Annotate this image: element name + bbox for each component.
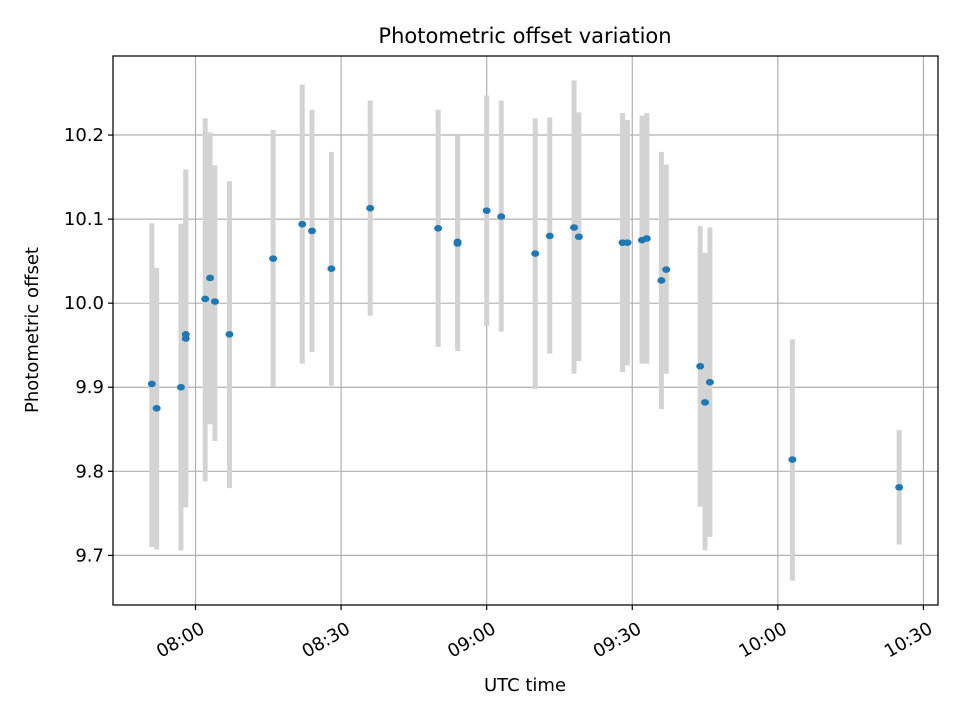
- data-point: [701, 399, 710, 406]
- data-point: [206, 274, 215, 282]
- y-tick-label: 9.7: [75, 545, 104, 566]
- data-point: [327, 265, 336, 273]
- y-tick-label: 10.1: [64, 209, 104, 230]
- data-point: [657, 277, 666, 284]
- data-point: [181, 330, 190, 338]
- data-point: [201, 295, 210, 303]
- data-point: [434, 225, 443, 232]
- data-point: [497, 213, 506, 220]
- data-point: [623, 239, 632, 246]
- data-point: [482, 207, 491, 214]
- data-point: [147, 380, 156, 388]
- y-axis-label: Photometric offset: [22, 247, 43, 413]
- point-layer: [147, 204, 904, 491]
- data-point: [705, 378, 714, 386]
- y-tick-label: 9.8: [75, 461, 104, 482]
- data-point: [545, 232, 554, 240]
- grid-layer: [113, 56, 938, 605]
- x-tick-label: 10:00: [735, 618, 790, 662]
- data-point: [269, 255, 278, 262]
- y-tick-label: 9.9: [75, 377, 104, 398]
- data-point: [176, 383, 185, 391]
- data-point: [152, 404, 161, 412]
- x-tick-label: 10:30: [881, 618, 936, 662]
- x-axis-label: UTC time: [484, 675, 566, 696]
- data-point: [307, 227, 316, 235]
- data-point: [696, 362, 705, 370]
- y-tick-label: 10.2: [64, 125, 104, 146]
- x-axis: 08:00 08:30 09:00 09:30 10:00 10:30: [153, 605, 936, 662]
- data-point: [570, 224, 579, 231]
- x-tick-label: 09:30: [590, 618, 645, 662]
- y-axis: 9.7 9.8 9.9 10.0 10.1 10.2: [64, 125, 113, 566]
- data-point: [895, 483, 904, 491]
- plot-frame: [112, 55, 939, 606]
- chart-title: Photometric offset variation: [378, 24, 671, 48]
- data-point: [574, 233, 583, 241]
- data-point: [298, 220, 307, 228]
- errorbar-layer: [149, 80, 902, 581]
- data-point: [225, 330, 234, 338]
- data-point: [531, 250, 540, 257]
- data-point: [366, 204, 375, 212]
- y-tick-label: 10.0: [64, 293, 104, 314]
- x-tick-label: 09:00: [444, 618, 499, 662]
- data-point: [662, 266, 671, 273]
- data-point: [453, 238, 462, 246]
- data-point: [210, 298, 219, 305]
- x-tick-label: 08:00: [153, 618, 208, 662]
- data-point: [788, 456, 797, 463]
- x-tick-label: 08:30: [299, 618, 354, 662]
- data-point: [642, 235, 651, 242]
